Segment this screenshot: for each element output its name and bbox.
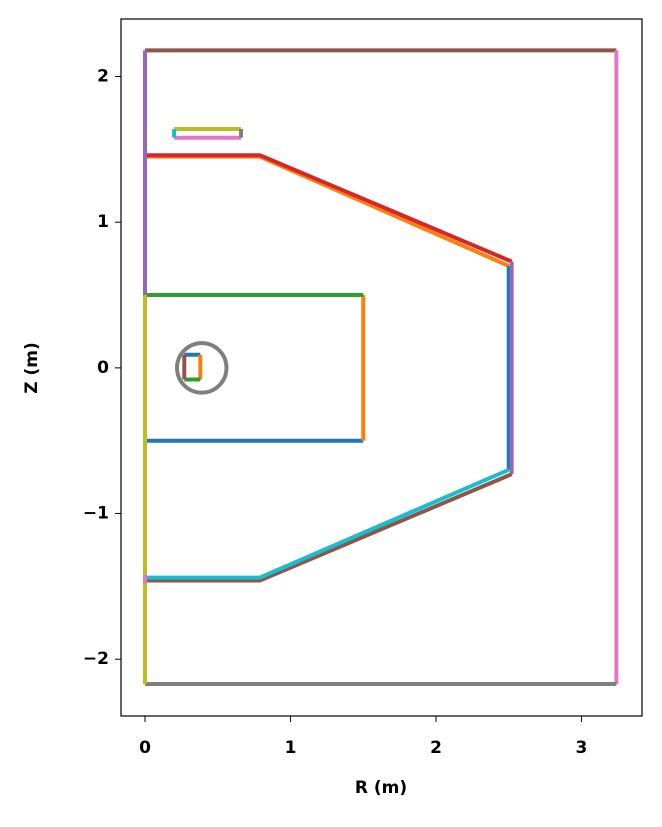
x-tick-label: 2 (430, 738, 442, 758)
x-tick-label: 3 (576, 738, 588, 758)
y-tick-label: 1 (97, 212, 109, 232)
segment (145, 154, 510, 268)
plot-frame (120, 18, 643, 717)
circle (175, 341, 229, 395)
y-tick-label: 2 (97, 67, 109, 87)
segment (145, 472, 513, 583)
segment (145, 153, 513, 264)
x-tick-label: 1 (285, 738, 297, 758)
y-tick-label: −2 (83, 649, 109, 669)
y-tick-label: −1 (83, 504, 109, 524)
y-axis-label: Z (m) (22, 342, 42, 394)
y-tick-label: 0 (97, 358, 109, 378)
x-axis-label: R (m) (355, 778, 407, 798)
x-tick-label: 0 (139, 738, 151, 758)
segment (145, 467, 510, 580)
